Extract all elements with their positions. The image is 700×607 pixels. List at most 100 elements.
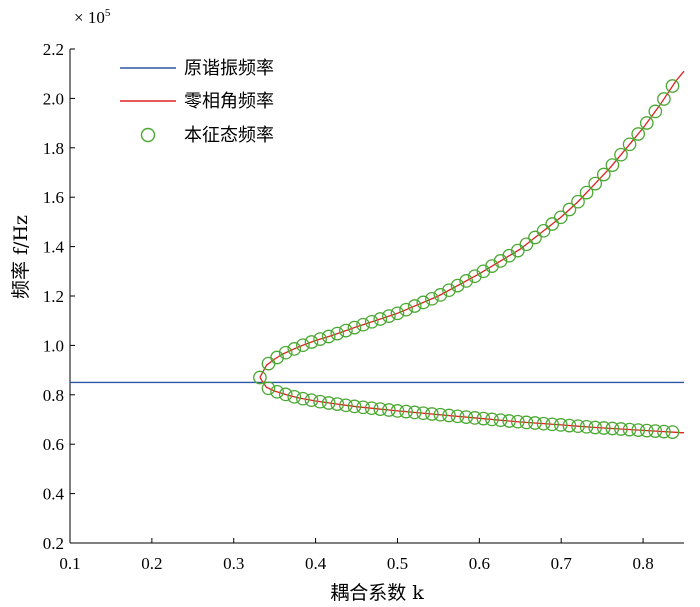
x-tick-label: 0.6	[469, 554, 490, 573]
y-tick-label: 1.4	[43, 238, 65, 257]
eigen-marker-lower	[510, 414, 525, 429]
eigen-marker-lower	[536, 416, 551, 431]
eigen-marker-upper	[416, 295, 431, 310]
eigen-marker-upper	[304, 335, 319, 349]
eigen-marker-upper	[321, 329, 336, 344]
y-tick-label: 0.6	[43, 435, 64, 454]
eigen-marker-lower	[390, 404, 405, 418]
series-layer	[70, 70, 685, 439]
x-tick-label: 0.2	[141, 554, 162, 573]
legend: 原谐振频率 零相角频率 本征态频率	[120, 58, 274, 146]
eigen-marker-upper	[313, 332, 327, 346]
eigen-marker-lower	[330, 397, 345, 411]
eigen-marker-lower	[622, 422, 637, 437]
eigen-marker-upper	[588, 176, 603, 191]
series-zero-phase-lower-line	[259, 377, 685, 434]
eigen-marker-upper	[579, 185, 594, 200]
x-axis-title: 耦合系数 k	[330, 582, 424, 604]
x-tick-label: 0.5	[387, 554, 408, 573]
eigen-marker-lower	[278, 387, 293, 402]
eigen-marker-upper	[614, 147, 628, 162]
eigen-marker-upper	[605, 158, 620, 172]
eigen-marker-lower	[545, 417, 560, 432]
eigen-marker-lower	[579, 419, 594, 434]
eigen-marker-lower	[382, 403, 396, 417]
legend-marker-eigen	[140, 127, 156, 143]
eigen-marker-lower	[502, 414, 517, 428]
eigen-marker-upper	[296, 338, 310, 353]
eigen-marker-upper	[665, 79, 680, 93]
eigen-marker-lower	[347, 399, 362, 414]
eigen-marker-upper	[631, 127, 646, 141]
y-tick-label: 1.6	[43, 188, 64, 207]
eigen-marker-lower	[605, 421, 620, 436]
eigen-marker-upper	[562, 202, 577, 217]
eigen-marker-lower	[485, 412, 499, 427]
eigen-marker-lower	[519, 415, 534, 430]
y-tick-label: 1.0	[43, 336, 64, 355]
eigen-marker-lower	[433, 407, 448, 422]
eigen-marker-upper	[347, 320, 362, 335]
eigen-marker-lower	[562, 418, 577, 433]
eigen-marker-lower	[425, 407, 439, 421]
eigen-marker-lower	[476, 411, 491, 426]
eigen-marker-lower	[442, 408, 456, 423]
x-tick-label: 0.7	[551, 554, 573, 573]
x-tick-label: 0.3	[223, 554, 244, 573]
eigen-marker-lower	[631, 423, 646, 437]
y-tick-label: 0.2	[43, 534, 64, 553]
y-ticks: 0.2 0.4 0.6 0.8 1.0 1.2 1.4 1.6 1.8 2.0 2.2	[43, 40, 75, 553]
eigen-marker-upper	[407, 299, 422, 313]
eigen-marker-lower	[528, 416, 542, 430]
eigen-marker-upper	[528, 230, 542, 245]
eigen-marker-upper	[536, 223, 551, 238]
eigen-marker-upper	[253, 370, 267, 385]
eigen-marker-lower	[270, 384, 284, 399]
eigen-marker-upper	[519, 237, 534, 252]
eigen-marker-upper	[459, 274, 474, 288]
eigen-marker-upper	[433, 288, 448, 302]
eigen-marker-lower	[304, 393, 319, 408]
eigen-marker-lower	[459, 410, 474, 424]
eigen-marker-lower	[296, 391, 310, 406]
eigen-marker-lower	[407, 405, 422, 420]
eigen-marker-lower	[665, 425, 680, 439]
eigen-marker-lower	[639, 423, 654, 438]
eigen-marker-lower	[373, 402, 388, 416]
eigen-marker-upper	[390, 306, 405, 321]
eigen-marker-upper	[330, 326, 345, 341]
eigen-marker-lower	[588, 420, 603, 435]
y-tick-label: 1.2	[43, 287, 64, 306]
x-tick-label: 0.1	[59, 554, 80, 573]
eigen-marker-lower	[364, 401, 379, 416]
eigen-marker-lower	[416, 406, 431, 421]
eigen-marker-upper	[356, 317, 370, 332]
y-tick-label: 0.8	[43, 386, 64, 405]
eigen-marker-lower	[450, 409, 465, 424]
x-ticks: 0.1 0.2 0.3 0.4 0.5 0.6 0.7 0.8	[59, 538, 654, 573]
eigen-marker-lower	[339, 398, 353, 413]
y-axis-title: 频率 f/Hz	[10, 215, 32, 299]
eigen-marker-upper	[648, 104, 663, 119]
eigen-marker-upper	[287, 342, 302, 356]
eigen-marker-lower	[356, 400, 370, 415]
eigen-marker-lower	[657, 424, 671, 439]
eigen-marker-upper	[553, 210, 568, 225]
series-zero-phase-upper-line	[259, 70, 685, 378]
eigen-marker-upper	[382, 309, 396, 323]
eigen-marker-lower	[648, 424, 663, 438]
eigen-marker-upper	[450, 278, 465, 293]
eigen-marker-lower	[614, 422, 628, 436]
eigen-marker-upper	[364, 314, 379, 329]
eigen-marker-lower	[321, 396, 336, 410]
eigen-marker-upper	[442, 283, 456, 298]
eigen-marker-lower	[571, 419, 585, 434]
eigen-marker-upper	[639, 116, 654, 130]
eigen-marker-upper	[339, 323, 353, 338]
eigen-marker-upper	[657, 92, 671, 106]
eigen-marker-lower	[287, 389, 302, 404]
eigen-marker-upper	[373, 312, 388, 326]
legend-item-zero-phase: 零相角频率	[120, 91, 274, 112]
eigen-marker-upper	[622, 137, 637, 152]
